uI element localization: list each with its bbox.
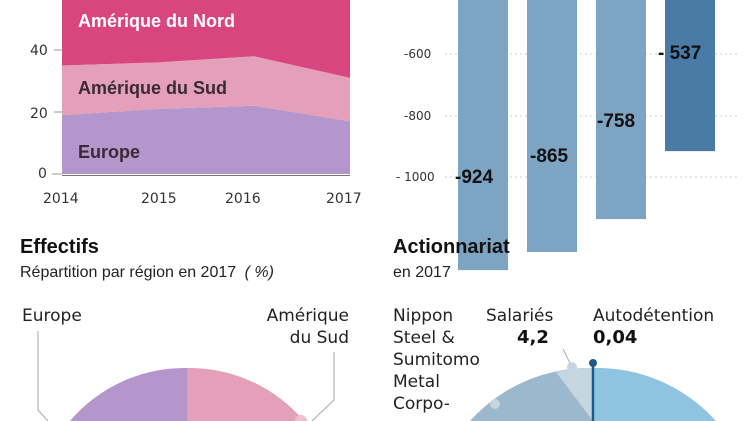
effectifs-label-amerique-du-sud-line2: du Sud xyxy=(290,328,349,348)
actionnariat-title: Actionnariat xyxy=(393,236,510,258)
effectifs-label-amerique-du-sud-line1: Amérique xyxy=(267,306,349,326)
actionnariat-pie-salaries xyxy=(556,367,593,421)
area-ytick-40: 40 xyxy=(30,43,48,59)
effectifs-pie-europe xyxy=(70,367,187,421)
area-label-europe: Europe xyxy=(78,142,140,162)
area-xtick-2014: 2014 xyxy=(43,191,79,207)
area-chart: Amérique du Nord Amérique du Sud Europe … xyxy=(30,0,362,207)
actionnariat-marker-salaries xyxy=(567,362,577,372)
bar-2017 xyxy=(665,0,715,152)
effectifs-subtitle-unit: ( %) xyxy=(245,264,274,281)
effectifs-section: Effectifs Répartition par région en 2017… xyxy=(20,236,349,421)
actionnariat-pie-nippon xyxy=(470,367,593,421)
bar-value-2015: -865 xyxy=(530,146,568,167)
bar-ytick-800: -800 xyxy=(404,109,431,123)
actionnariat-marker-nippon xyxy=(490,399,500,409)
area-label-amerique-du-nord: Amérique du Nord xyxy=(78,11,235,31)
effectifs-leader-amerique-du-sud xyxy=(311,352,335,421)
actionnariat-pie-public xyxy=(593,367,716,421)
actionnariat-value-salaries: 4,2 xyxy=(517,327,549,348)
bar-value-2017: - 537 xyxy=(658,43,701,64)
effectifs-title: Effectifs xyxy=(20,236,99,258)
area-layers xyxy=(62,0,350,174)
actionnariat-section: Actionnariat en 2017 Nippon Steel & Sumi… xyxy=(393,236,716,421)
bar-2014 xyxy=(458,0,508,271)
effectifs-leader-europe xyxy=(37,331,49,421)
bar-2015 xyxy=(527,0,577,252)
effectifs-leader-dot xyxy=(295,415,307,421)
actionnariat-value-autodetention: 0,04 xyxy=(593,327,637,348)
bar-chart: -600 -800 - 1000 -924 -865 -758 - 537 xyxy=(396,0,740,271)
effectifs-subtitle-text: Répartition par région en 2017 xyxy=(20,264,236,281)
actionnariat-label-salaries: Salariés xyxy=(486,306,554,326)
effectifs-pie-amerique-du-sud xyxy=(187,367,304,421)
bar-value-2016: -758 xyxy=(597,111,635,132)
actionnariat-label-autodetention: Autodétention xyxy=(593,306,714,326)
actionnariat-label-nippon-2: Steel & xyxy=(393,328,455,348)
actionnariat-marker-autodetention xyxy=(589,359,597,367)
actionnariat-label-nippon-5: Corpo- xyxy=(393,394,450,414)
bar-ytick-1000: - 1000 xyxy=(396,170,435,184)
area-xtick-2016: 2016 xyxy=(225,191,261,207)
actionnariat-subtitle: en 2017 xyxy=(393,264,451,281)
area-xtick-2015: 2015 xyxy=(141,191,177,207)
actionnariat-label-nippon-4: Metal xyxy=(393,372,440,392)
area-amerique-du-nord xyxy=(62,0,350,78)
area-amerique-du-sud xyxy=(62,56,350,122)
bar-2016 xyxy=(596,0,646,220)
effectifs-subtitle: Répartition par région en 2017 ( %) xyxy=(20,264,274,281)
area-europe xyxy=(62,105,350,174)
area-xtick-2017: 2017 xyxy=(326,191,362,207)
area-ytick-20: 20 xyxy=(30,106,48,122)
area-ytick-0: 0 xyxy=(38,166,47,182)
area-label-amerique-du-sud: Amérique du Sud xyxy=(78,78,227,98)
bar-value-2014: -924 xyxy=(455,167,493,188)
bar-ytick-600: -600 xyxy=(404,47,431,61)
effectifs-label-europe: Europe xyxy=(22,306,82,326)
actionnariat-label-nippon-3: Sumitomo xyxy=(393,350,480,370)
actionnariat-label-nippon-1: Nippon xyxy=(393,306,453,326)
